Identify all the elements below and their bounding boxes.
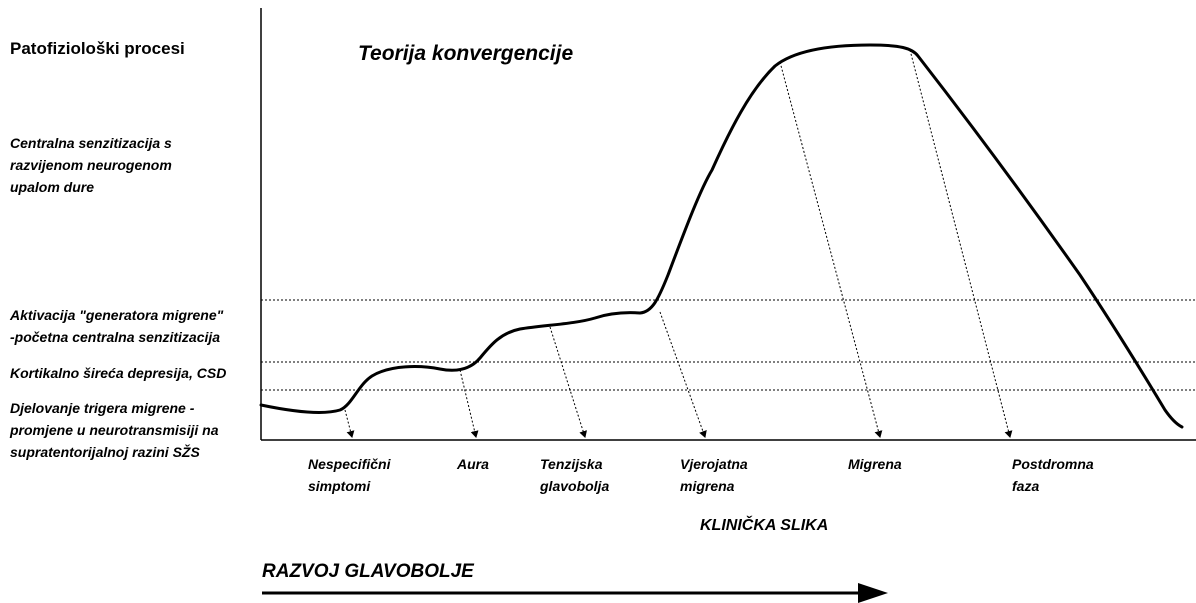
stage-arrows [344,49,1013,438]
process-label: razvijenom neurogenom [10,157,172,173]
curve [259,43,1184,429]
process-label: upalom dure [10,179,94,195]
x-axis-label: KLINIČKA SLIKA [700,515,828,534]
stage-label: Aura [456,456,489,472]
process-label: supratentorijalnoj razini SŽS [10,443,200,460]
title: Patofiziološki procesi [10,39,185,58]
stage-label: simptomi [308,478,371,494]
process-label: Aktivacija "generatora migrene" [9,307,224,323]
stage-label: faza [1012,478,1039,494]
stage-label: Vjerojatna [680,456,748,472]
process-label: Kortikalno šireća depresija, CSD [10,365,226,381]
stage-label: Postdromna [1012,456,1094,472]
stage-label: Tenzijska [540,456,603,472]
process-label: Centralna senzitizacija s [10,135,172,151]
stage-arrow [459,369,479,438]
stage-arrow [909,49,1013,438]
arrow-label: RAZVOJ GLAVOBOLJE [262,561,475,582]
stage-label: glavobolja [539,478,609,494]
stage-label: migrena [680,478,735,494]
stage-label: Migrena [848,456,902,472]
stage-arrow [344,409,355,438]
stage-arrow [779,61,883,438]
stage-label: Nespecifični [308,456,392,472]
process-label: Djelovanje trigera migrene - [10,400,195,416]
stage-arrow [549,326,587,438]
process-label: -početna centralna senzitizacija [10,329,220,345]
stage-arrow [659,311,707,438]
process-label: promjene u neurotransmisiji na [9,422,219,438]
arrow-head [858,583,888,603]
diagram-title: Teorija konvergencije [358,42,573,65]
